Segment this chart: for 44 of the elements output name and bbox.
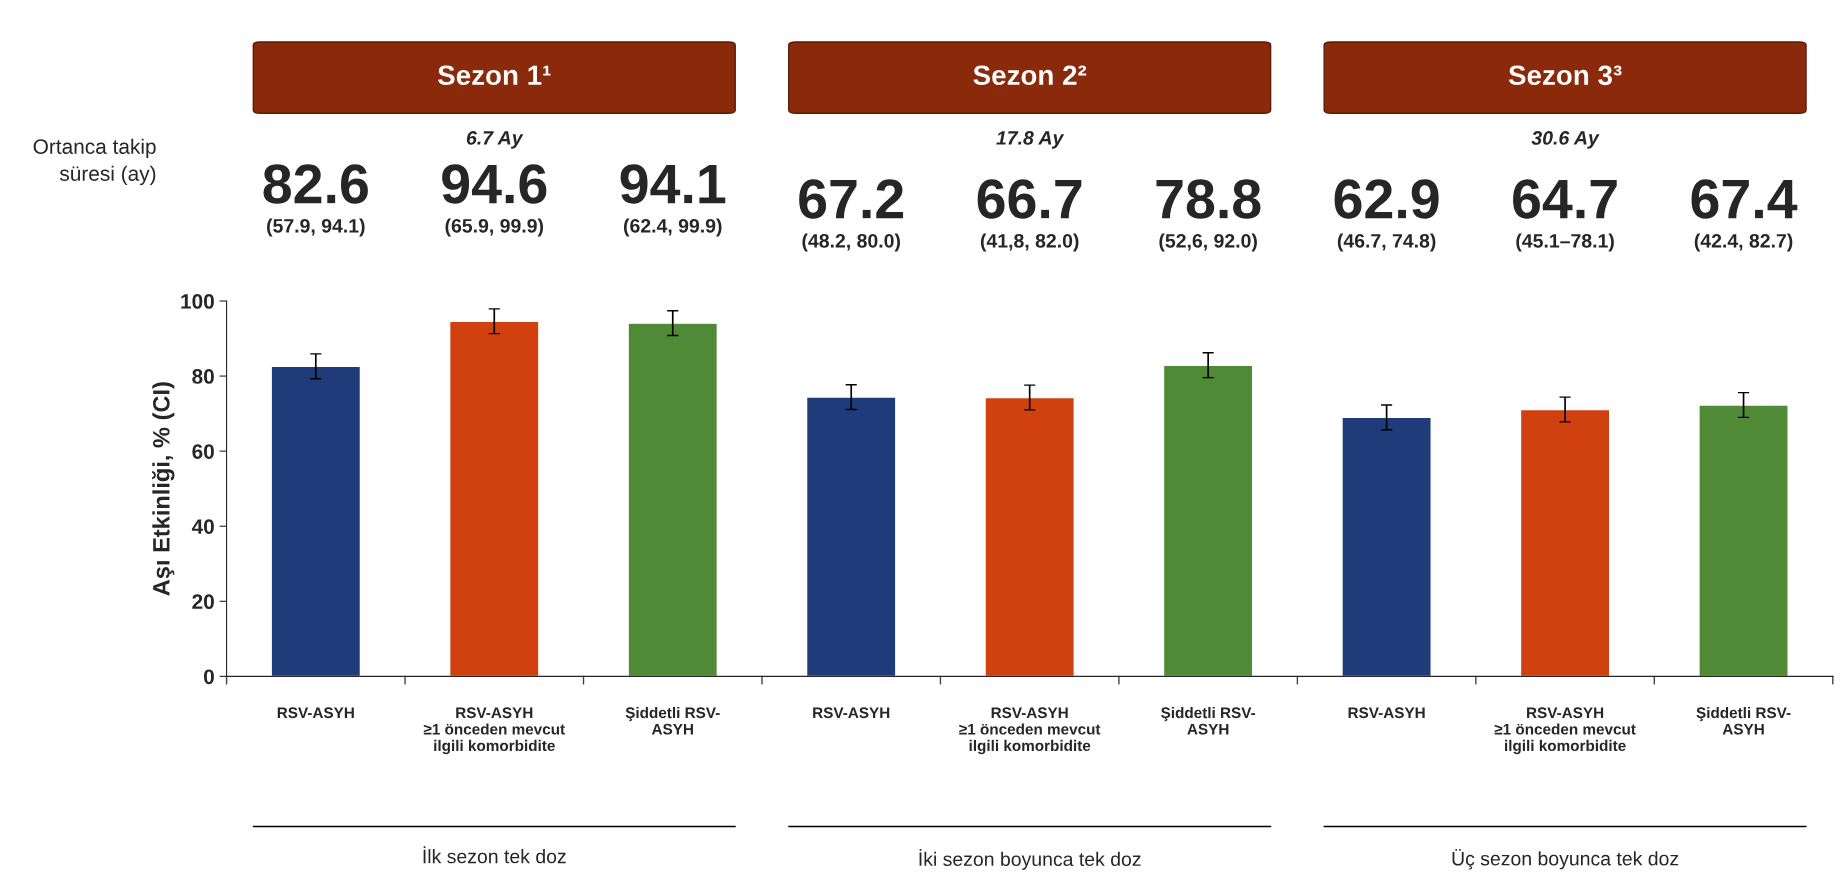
bar xyxy=(448,320,540,677)
text: 78.8 (52,6, 92.0) xyxy=(1156,179,1261,252)
x-tick-label: RSV-ASYH xyxy=(1348,707,1425,719)
x-tick-label: RSV-ASYH ≥1 önceden mevcut ilgili komorbidite xyxy=(423,707,565,755)
text: 67.2 (48.2, 80.0) xyxy=(799,179,904,252)
text: İlk sezon tek doz xyxy=(423,846,566,864)
y-tick-label: 60 xyxy=(192,444,214,459)
text: 6.7 Ay xyxy=(466,131,524,149)
text: Sezon 1¹ xyxy=(437,65,551,86)
y-tick-label: 40 xyxy=(191,519,214,534)
y-tick-label: 80 xyxy=(192,369,214,384)
text: Sezon 3³ xyxy=(1508,65,1622,86)
y-tick-label: 100 xyxy=(181,294,214,309)
bar xyxy=(1519,408,1611,677)
text: 17.8 Ay xyxy=(996,131,1065,149)
bar xyxy=(984,396,1075,677)
x-tick-label: RSV-ASYH xyxy=(813,707,890,719)
text: Ortanca takip süresi (ay) xyxy=(33,138,156,186)
bar xyxy=(627,322,719,677)
text: 94.1 (62.4, 99.9) xyxy=(620,164,726,237)
x-tick-label: RSV-ASYH xyxy=(277,707,354,719)
bar xyxy=(1162,364,1254,677)
text: 30.6 Ay xyxy=(1531,131,1600,149)
x-tick-label: RSV-ASYH ≥1 önceden mevcut ilgili komorbidite xyxy=(1494,707,1636,755)
text: 62.9 (46.7, 74.8) xyxy=(1334,179,1439,252)
bar xyxy=(805,396,897,677)
x-tick-label: RSV-ASYH ≥1 önceden mevcut ilgili komorbidite xyxy=(959,707,1101,755)
bar xyxy=(1698,404,1789,677)
y-tick-label: 20 xyxy=(192,594,214,610)
text: İki sezon boyunca tek doz xyxy=(919,849,1141,870)
x-tick-label: Şiddetli RSV- ASYH xyxy=(1161,706,1256,735)
bar xyxy=(270,365,362,677)
text: Üç sezon boyunca tek doz xyxy=(1452,849,1679,870)
x-tick-label: Şiddetli RSV- ASYH xyxy=(1696,706,1791,735)
text: 64.7 (45.1–78.1) xyxy=(1513,179,1617,252)
text: 82.6 (57.9, 94.1) xyxy=(263,164,368,237)
text: Sezon 2² xyxy=(973,65,1087,86)
y-tick-label: 0 xyxy=(204,669,214,685)
text: 94.6 (65.9, 99.9) xyxy=(442,164,547,237)
y-axis-title: Aşı Etkinliği, % (CI) xyxy=(152,382,175,596)
text: 66.7 (41,8, 82.0) xyxy=(977,179,1082,252)
x-tick-label: Şiddetli RSV- ASYH xyxy=(625,706,720,735)
text: 67.4 (42.4, 82.7) xyxy=(1691,179,1798,252)
bar xyxy=(1341,416,1432,677)
